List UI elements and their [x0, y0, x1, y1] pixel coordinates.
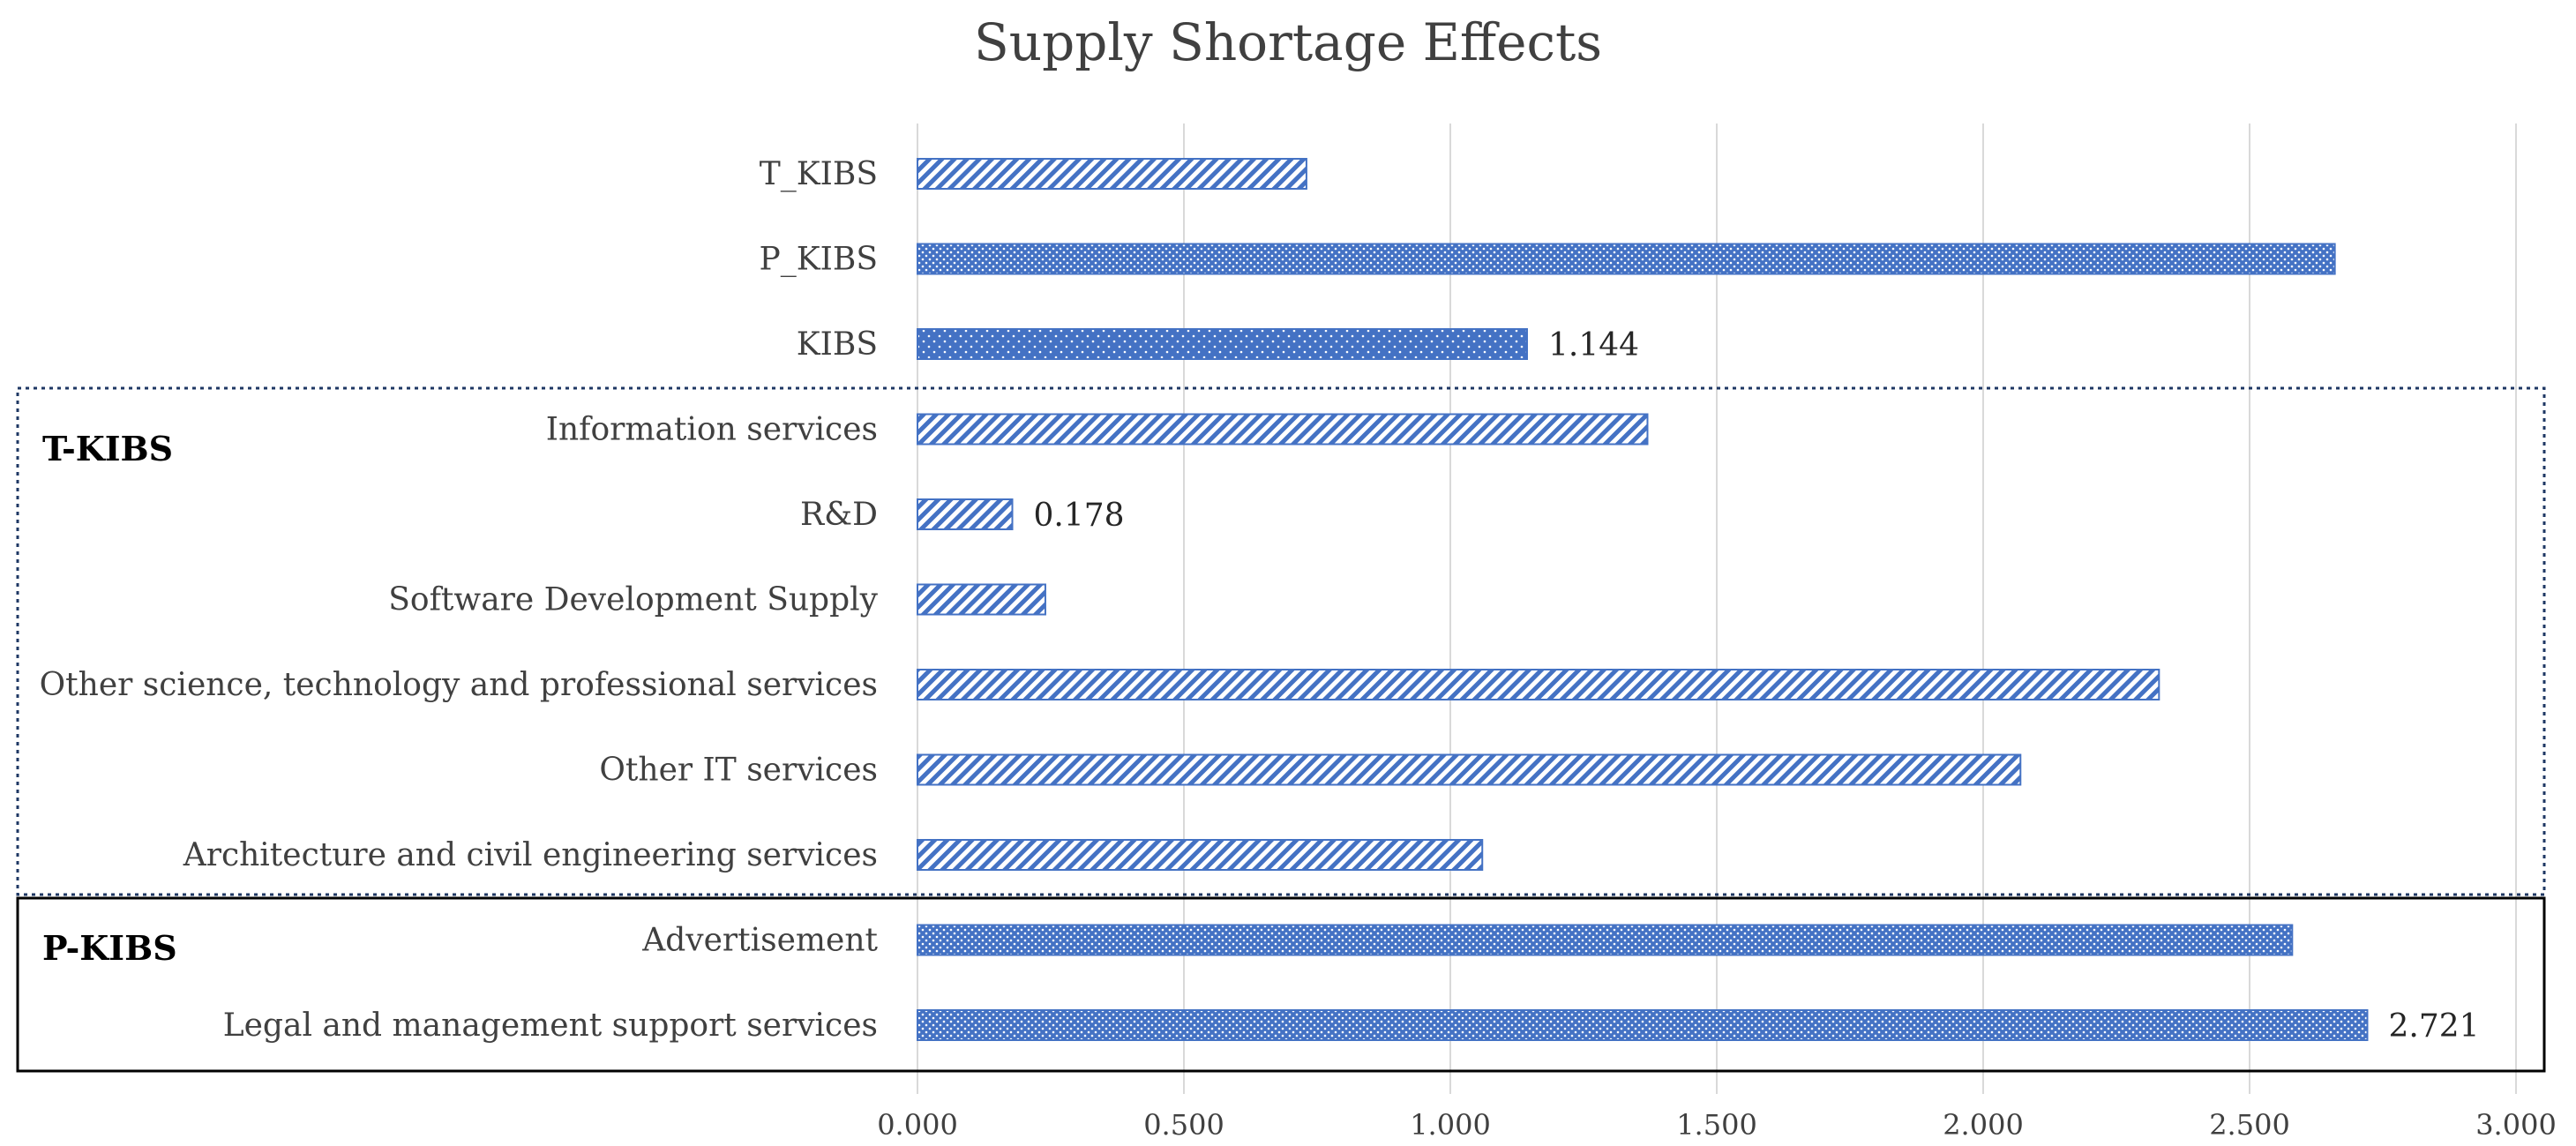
- category-label: P_KIBS: [760, 242, 878, 278]
- category-label: Legal and management support services: [223, 1007, 878, 1044]
- x-tick-label: 0.000: [877, 1108, 958, 1142]
- data-label-r-d: 0.178: [1034, 498, 1125, 534]
- x-tick-label: 3.000: [2475, 1108, 2557, 1142]
- category-label: Architecture and civil engineering servi…: [183, 837, 878, 873]
- bar-p-kibs: [917, 243, 2336, 275]
- bar-information-services: [917, 413, 1649, 446]
- bar-software-development-supply: [917, 583, 1046, 616]
- bar-other-science-technology-and-professional-services: [917, 669, 2160, 700]
- category-label: T_KIBS: [760, 156, 878, 192]
- chart-title: Supply Shortage Effects: [974, 12, 1602, 72]
- category-label: Advertisement: [641, 923, 878, 959]
- data-labels: 1.144 0.178 2.721: [1034, 327, 2480, 1045]
- bars: [917, 158, 2369, 1041]
- bar-advertisement: [917, 924, 2294, 956]
- bar-legal-and-management-support-services: [917, 1009, 2369, 1041]
- category-label: Software Development Supply: [388, 582, 878, 618]
- x-tick-label: 2.500: [2209, 1108, 2290, 1142]
- category-label: R&D: [800, 497, 878, 533]
- x-tick-label: 2.000: [1943, 1108, 2024, 1142]
- category-label: Other IT services: [599, 753, 878, 789]
- group-label-p-kibs: P-KIBS: [42, 928, 177, 968]
- category-label: Information services: [546, 412, 878, 448]
- data-label-legal-and-management-support-services: 2.721: [2388, 1008, 2479, 1045]
- x-tick-label: 0.500: [1143, 1108, 1224, 1142]
- category-label: KIBS: [797, 326, 878, 363]
- bar-other-it-services: [917, 753, 2022, 786]
- x-tick-label: 1.000: [1410, 1108, 1491, 1142]
- group-box-p-kibs: [16, 896, 2546, 1073]
- category-label: Other science, technology and profession…: [40, 667, 878, 703]
- group-box-t-kibs: [16, 386, 2546, 896]
- x-tick-label: 1.500: [1676, 1108, 1757, 1142]
- x-axis-ticks: 0.000 0.500 1.000 1.500 2.000 2.500 3.000: [877, 1108, 2557, 1142]
- category-labels: T_KIBS P_KIBS KIBS Information services R&D S…: [40, 156, 879, 1044]
- bar-r-d: [917, 498, 1014, 530]
- bar-architecture-and-civil-engineering-services: [917, 839, 1484, 871]
- bar-t-kibs: [917, 158, 1307, 190]
- data-label-kibs: 1.144: [1548, 327, 1639, 363]
- bar-kibs: [917, 328, 1528, 360]
- group-label-t-kibs: T-KIBS: [42, 429, 173, 468]
- gridlines: [917, 124, 2517, 1094]
